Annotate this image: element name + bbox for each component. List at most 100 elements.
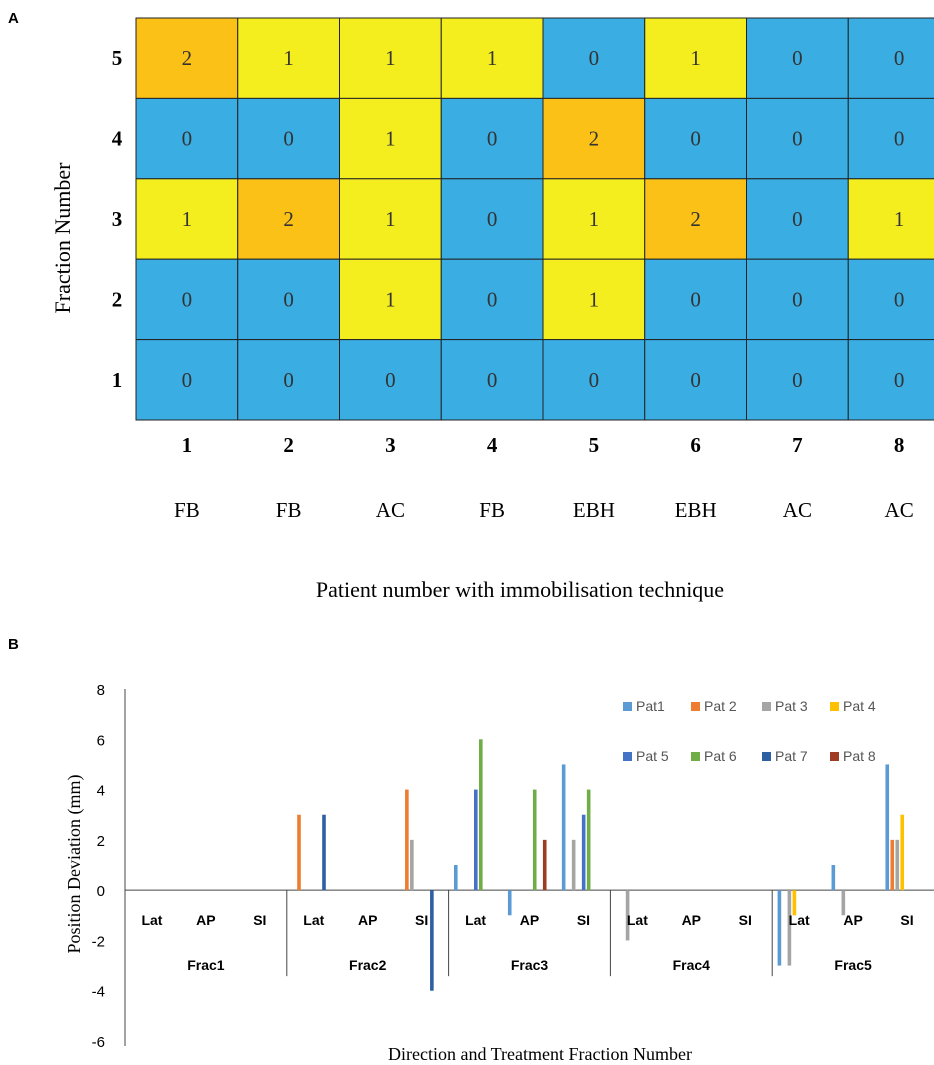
x-sublabel: AC — [885, 498, 914, 522]
heatmap-cell — [644, 178, 747, 260]
heatmap-cell-value: 1 — [894, 207, 905, 231]
y-tick-label: -2 — [92, 933, 105, 950]
x-tick-label: 4 — [487, 433, 498, 457]
legend-label: Pat 5 — [636, 748, 669, 764]
x-sublabel: EBH — [573, 498, 615, 522]
legend-label: Pat 8 — [843, 748, 876, 764]
bar — [571, 839, 576, 891]
y-axis-title: Fraction Number — [50, 162, 75, 314]
x-sublabel: AC — [783, 498, 812, 522]
bar — [542, 839, 547, 891]
direction-label: AP — [358, 912, 377, 928]
bar-chart: 8 6 4 2 0 -2 -4 -6 Lat AP SI Lat AP SI Lat AP SI Lat AP SI L… — [64, 682, 934, 1064]
heatmap-cell-value: 0 — [283, 127, 294, 151]
heatmap-cell-value: 0 — [283, 368, 294, 392]
x-tick-label: 3 — [385, 433, 396, 457]
heatmap-cell-value: 0 — [487, 368, 498, 392]
group-label: Frac2 — [349, 957, 387, 973]
direction-label: SI — [577, 912, 590, 928]
heatmap-cell — [339, 258, 442, 341]
heatmap-cell-value: 0 — [792, 368, 803, 392]
heatmap-cell — [746, 178, 849, 260]
direction-label: Lat — [303, 912, 324, 928]
panel-a-label: A — [8, 10, 19, 27]
legend-swatch — [623, 752, 632, 761]
y-tick-label: -4 — [92, 984, 105, 1001]
bar — [478, 739, 483, 891]
x-axis-title: Direction and Treatment Fraction Number — [388, 1044, 692, 1064]
legend-label: Pat 6 — [704, 748, 737, 764]
direction-label: SI — [415, 912, 428, 928]
heatmap-cell — [542, 178, 646, 260]
x-tick-label: 7 — [792, 433, 803, 457]
heatmap-cell — [237, 339, 340, 421]
legend-label: Pat 7 — [775, 748, 808, 764]
bar — [322, 814, 326, 891]
heatmap-cell-value: 0 — [589, 368, 600, 392]
heatmap-cell-value: 0 — [690, 127, 701, 151]
heatmap-cell-value: 1 — [589, 207, 600, 231]
heatmap-cell-value: 1 — [385, 287, 396, 311]
heatmap-cell — [644, 258, 747, 341]
x-sublabel: FB — [479, 498, 505, 522]
x-tick-label: 5 — [589, 433, 600, 457]
y-axis-title: Position Deviation (mm) — [64, 775, 85, 954]
bar — [430, 890, 434, 991]
y-tick-label: 6 — [97, 732, 105, 749]
bar — [900, 814, 905, 891]
heatmap-cell — [135, 97, 239, 180]
x-tick-label: 6 — [690, 433, 701, 457]
heatmap-cell — [237, 97, 340, 180]
heatmap-cell — [847, 339, 934, 421]
heatmap-cell-value: 0 — [894, 127, 905, 151]
direction-label: AP — [843, 912, 862, 928]
x-tick-label: 1 — [182, 433, 193, 457]
direction-label: AP — [196, 912, 215, 928]
y-tick-label: 5 — [112, 46, 123, 70]
legend-label: Pat 2 — [704, 698, 737, 714]
bar — [895, 839, 900, 891]
heatmap-cell — [237, 17, 340, 99]
bar — [885, 764, 890, 891]
heatmap-cell — [746, 258, 849, 341]
heatmap-cell — [746, 339, 849, 421]
heatmap-cell-value: 1 — [182, 207, 193, 231]
legend-swatch — [691, 702, 700, 711]
heatmap-cell-value: 1 — [385, 207, 396, 231]
direction-label: SI — [900, 912, 913, 928]
bar — [297, 814, 301, 891]
heatmap-cell-value: 1 — [283, 46, 294, 70]
y-tick-label: 2 — [112, 287, 123, 311]
y-tick-label: 3 — [112, 207, 123, 231]
bar — [841, 890, 846, 916]
heatmap-cell — [644, 339, 747, 421]
heatmap-cell-value: 0 — [385, 368, 396, 392]
y-tick-label: 2 — [97, 833, 105, 850]
bar — [410, 839, 414, 891]
bar — [586, 789, 591, 891]
panel-b-label: B — [8, 636, 19, 653]
heatmap-cell-value: 1 — [690, 46, 701, 70]
direction-label: Lat — [789, 912, 810, 928]
heatmap-cell-value: 0 — [894, 368, 905, 392]
direction-label: AP — [682, 912, 701, 928]
heatmap-cell-value: 1 — [385, 46, 396, 70]
y-tick-label: 8 — [97, 682, 105, 699]
heatmap-cell-value: 0 — [792, 127, 803, 151]
bar — [625, 890, 630, 941]
x-sublabel: FB — [174, 498, 200, 522]
bar — [581, 814, 586, 891]
group-label: Frac1 — [187, 957, 225, 973]
heatmap-cell-value: 1 — [589, 287, 600, 311]
direction-label: SI — [253, 912, 266, 928]
bar — [787, 890, 792, 966]
heatmap-cell — [644, 97, 747, 180]
heatmap-cell — [440, 339, 544, 421]
heatmap-cell-value: 0 — [182, 287, 193, 311]
heatmap-cell-value: 0 — [792, 207, 803, 231]
heatmap-cell-value: 0 — [182, 127, 193, 151]
legend-swatch — [623, 702, 632, 711]
heatmap-cell-value: 0 — [487, 207, 498, 231]
direction-label: Lat — [627, 912, 648, 928]
legend-swatch — [830, 752, 839, 761]
